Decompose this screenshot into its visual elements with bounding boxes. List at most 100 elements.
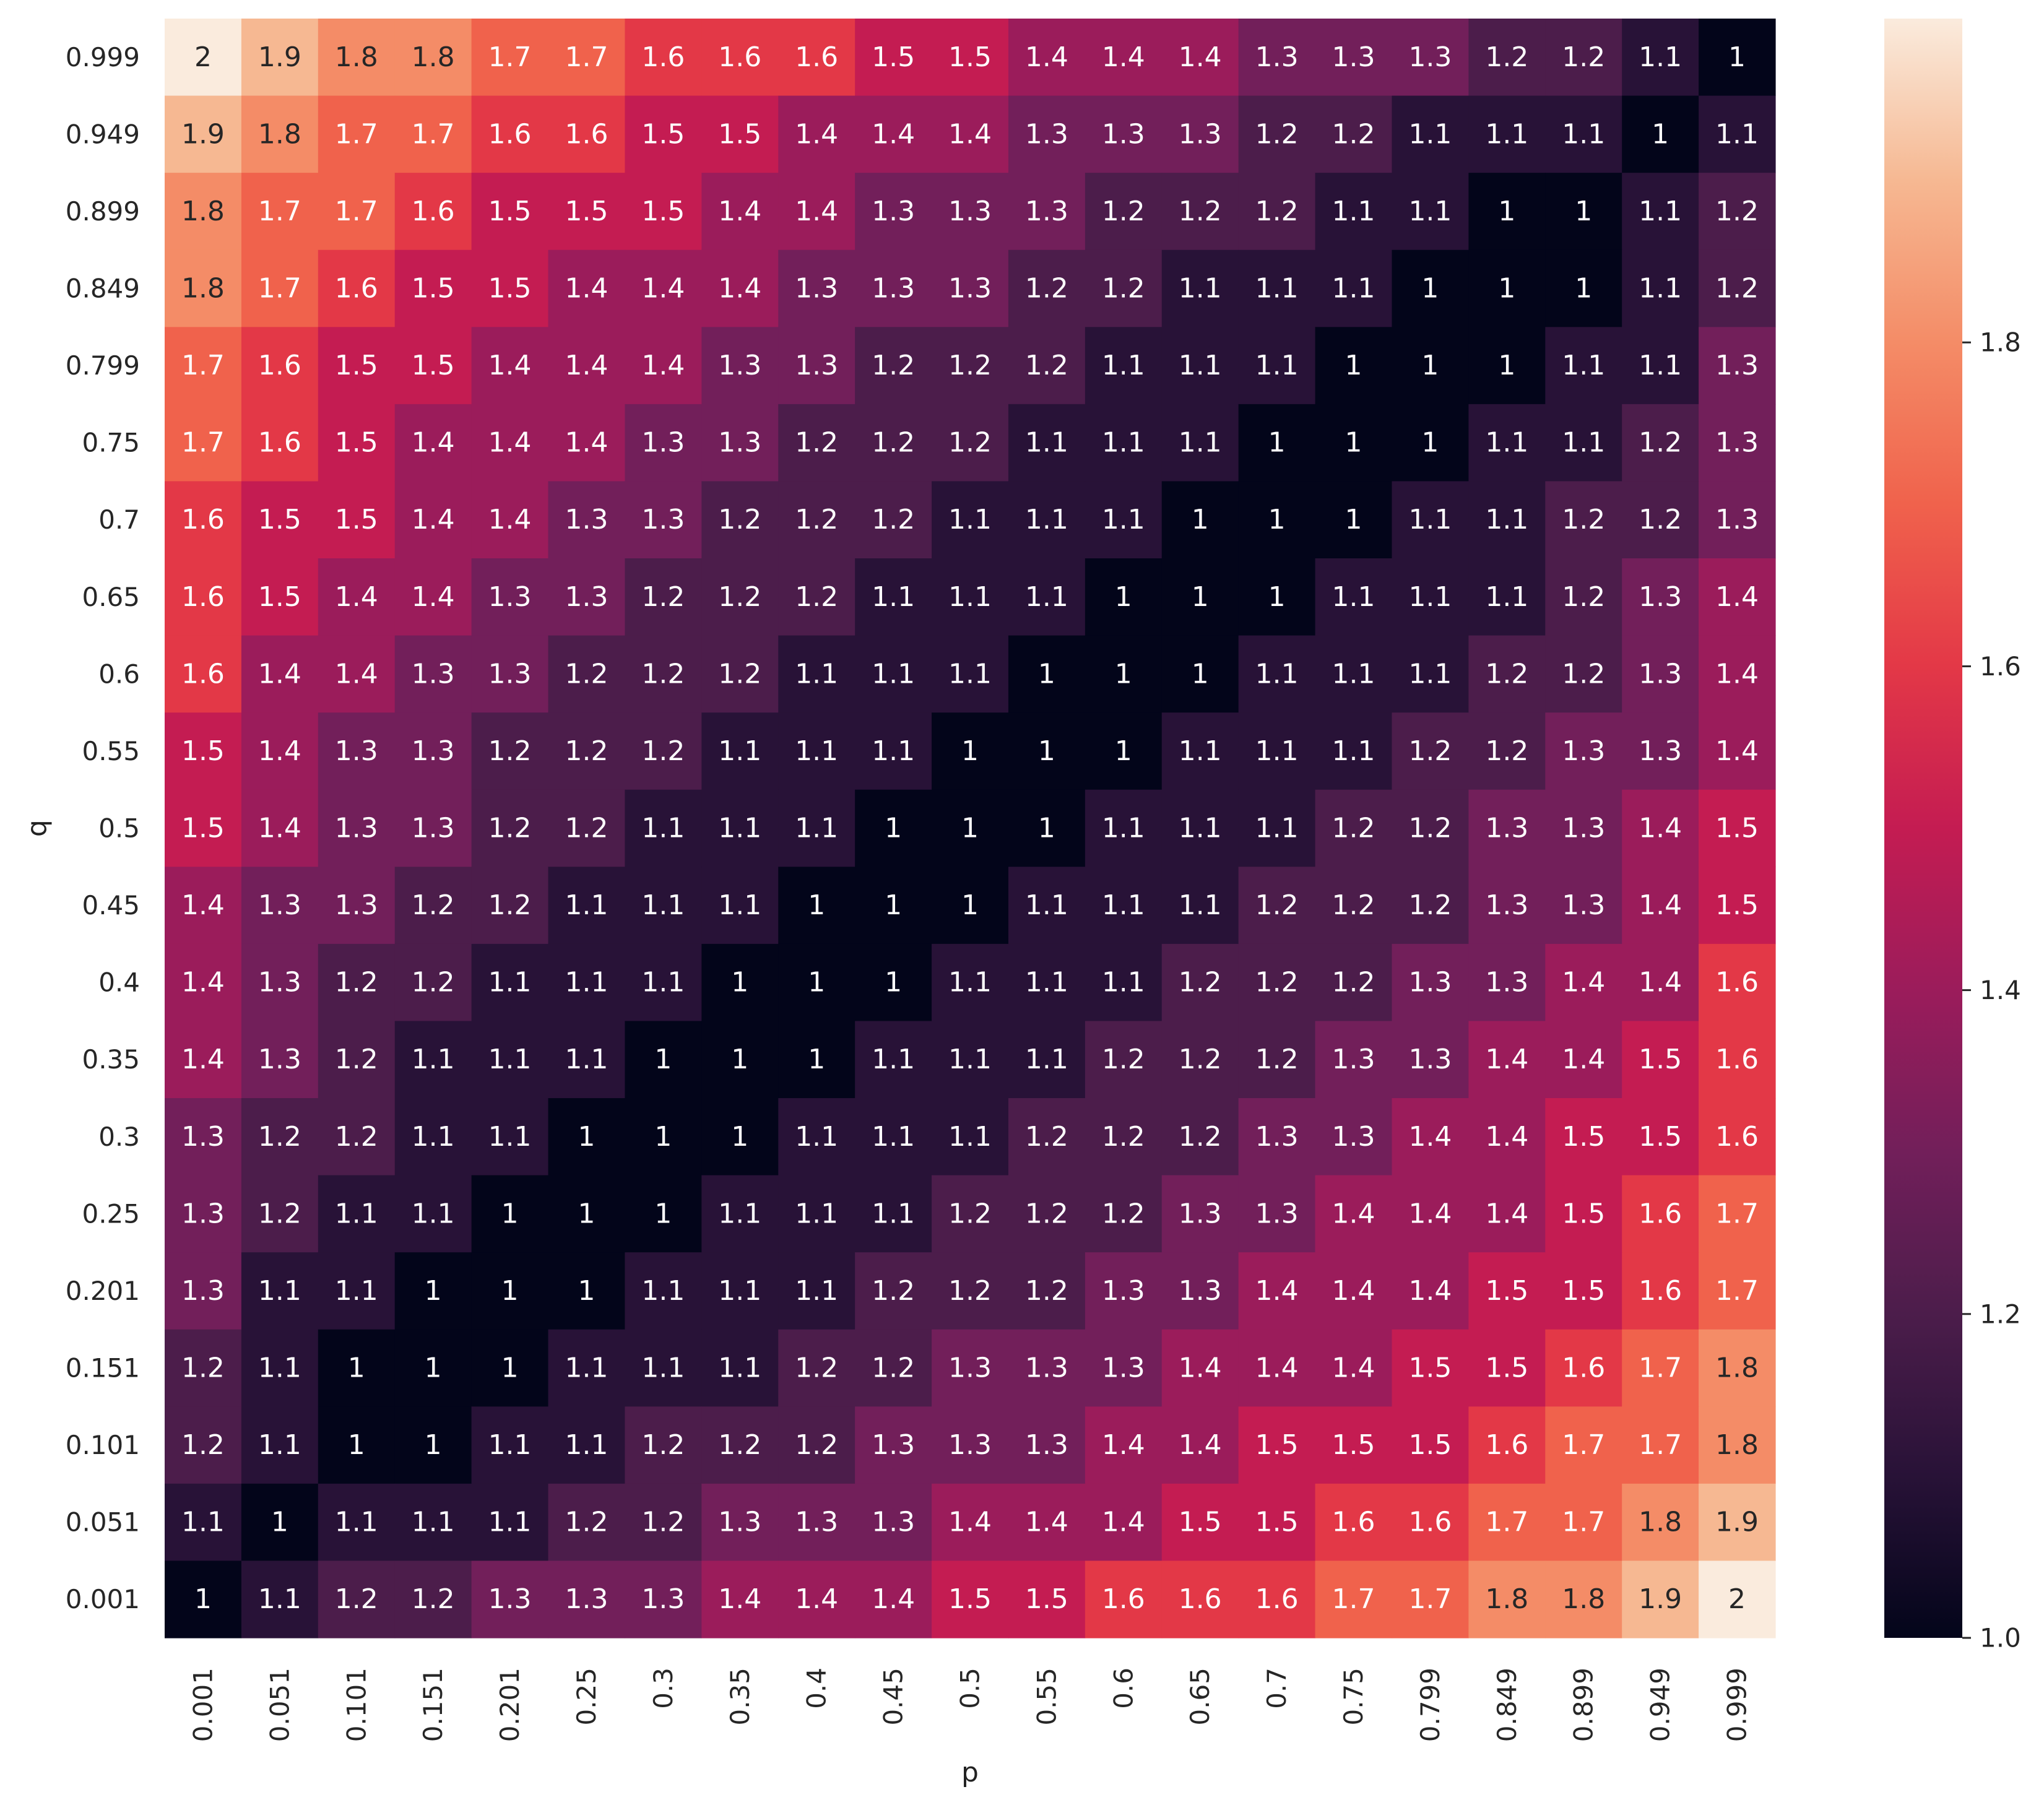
heatmap-cell: [625, 481, 702, 559]
heatmap-cell-label: 1.7: [1715, 1275, 1759, 1307]
heatmap-cell-label: 1.1: [1255, 350, 1299, 381]
heatmap-cell: [1238, 712, 1316, 790]
heatmap-cell: [1392, 712, 1469, 790]
heatmap-cell: [1085, 867, 1163, 945]
heatmap-cell-label: 1.2: [795, 504, 838, 535]
heatmap-cell-label: 1.1: [795, 1121, 838, 1153]
heatmap-cell-label: 1.3: [948, 273, 992, 305]
heatmap-cell: [1315, 173, 1393, 251]
heatmap-cell-label: 1.1: [258, 1353, 301, 1384]
heatmap-cell: [471, 789, 549, 867]
heatmap-cell: [1238, 1329, 1316, 1407]
heatmap-cell: [1161, 327, 1239, 405]
heatmap-cell-label: 1.4: [181, 1044, 225, 1075]
heatmap-cell-label: 1.5: [1639, 1044, 1682, 1075]
heatmap-cell-label: 1.2: [1715, 196, 1759, 227]
x-tick-label: 0.6: [1108, 1668, 1138, 1709]
heatmap-cell-label: 1.4: [1025, 1507, 1068, 1538]
heatmap-cell-label: 1.9: [258, 41, 301, 73]
heatmap-cell: [1622, 1021, 1699, 1099]
heatmap-cell: [318, 19, 396, 97]
x-tick-label: 0.001: [188, 1668, 218, 1742]
heatmap-cell-label: 1.2: [718, 504, 761, 535]
heatmap-cell: [1622, 404, 1699, 482]
heatmap-cell: [625, 1483, 702, 1562]
heatmap-cell: [625, 558, 702, 636]
heatmap-cell-label: 1.2: [718, 1429, 761, 1461]
heatmap-cell: [1315, 1560, 1393, 1638]
heatmap-cell: [1545, 635, 1622, 713]
heatmap-cell: [471, 404, 549, 482]
heatmap-cell-label: 1.1: [948, 1121, 992, 1153]
heatmap-cell: [778, 327, 855, 405]
heatmap-cell-label: 1: [1498, 196, 1515, 227]
heatmap-cell-label: 1.1: [718, 813, 761, 844]
y-tick-label: 0.101: [66, 1430, 140, 1460]
heatmap-cell: [1085, 789, 1163, 867]
heatmap-cell-label: 1.3: [1179, 1198, 1222, 1229]
heatmap-cell: [165, 1560, 242, 1638]
heatmap-cell-label: 1.1: [795, 813, 838, 844]
heatmap-cell-label: 1.3: [872, 1507, 915, 1538]
heatmap-cell-label: 1.1: [1408, 196, 1452, 227]
heatmap-cell-label: 1.2: [1025, 1275, 1068, 1307]
heatmap-cell: [1468, 19, 1546, 97]
heatmap-cell-label: 1.2: [412, 967, 455, 998]
heatmap-cell: [1008, 1560, 1086, 1638]
heatmap-cell: [1392, 481, 1469, 559]
heatmap-cell-label: 1.5: [335, 350, 378, 381]
heatmap-cell-label: 1.3: [1562, 890, 1605, 921]
heatmap-cell-label: 1.8: [1715, 1353, 1759, 1384]
heatmap-cell-label: 1.2: [1102, 196, 1145, 227]
heatmap-cell: [1085, 95, 1163, 173]
heatmap-cell-label: 1.4: [1485, 1121, 1528, 1153]
heatmap-cell: [625, 1252, 702, 1330]
heatmap-cell: [1315, 1175, 1393, 1253]
heatmap-cell-label: 1.2: [1408, 890, 1452, 921]
heatmap-cell: [165, 1406, 242, 1484]
heatmap-cell: [778, 19, 855, 97]
heatmap-cell: [932, 249, 1009, 327]
heatmap-cell-label: 1: [654, 1044, 672, 1075]
heatmap-cell: [1699, 95, 1776, 173]
heatmap-cell: [701, 1406, 779, 1484]
heatmap-cell: [318, 558, 396, 636]
heatmap-cell: [1008, 943, 1086, 1022]
heatmap-cell: [1161, 249, 1239, 327]
heatmap-cell-label: 1.3: [1179, 1275, 1222, 1307]
heatmap-cell-label: 1.1: [1408, 658, 1452, 690]
heatmap-cell: [548, 1021, 626, 1099]
heatmap-cell: [1085, 943, 1163, 1022]
heatmap-cell-label: 1.1: [1562, 118, 1605, 150]
heatmap-cell-label: 1.4: [1255, 1353, 1299, 1384]
heatmap-cell-label: 1.1: [565, 890, 608, 921]
heatmap-cell-label: 1.1: [795, 1275, 838, 1307]
heatmap-cell: [1315, 1483, 1393, 1562]
heatmap-cell: [1161, 1329, 1239, 1407]
heatmap-cell: [394, 712, 472, 790]
heatmap-cell: [394, 943, 472, 1022]
heatmap-cell-label: 1: [1115, 735, 1132, 767]
heatmap-cell: [165, 173, 242, 251]
heatmap-cell: [394, 1098, 472, 1176]
heatmap-cell-label: 1: [885, 967, 902, 998]
heatmap-cell: [548, 943, 626, 1022]
heatmap-cell-label: 1.3: [1255, 1121, 1299, 1153]
y-tick-label: 0.65: [82, 582, 140, 612]
heatmap-cell-label: 1.1: [641, 813, 685, 844]
heatmap-cell: [548, 1406, 626, 1484]
heatmap-cell-label: 1.6: [258, 427, 301, 459]
heatmap-cell-label: 1.1: [1025, 890, 1068, 921]
heatmap-cell: [1161, 404, 1239, 482]
heatmap-cell: [1392, 867, 1469, 945]
heatmap-cell-label: 1.3: [1715, 350, 1759, 381]
heatmap-cell-label: 1.5: [565, 196, 608, 227]
heatmap-cell-label: 1.2: [335, 1044, 378, 1075]
heatmap-cell-label: 1.1: [872, 658, 915, 690]
heatmap-cell: [1622, 1175, 1699, 1253]
heatmap-cell: [471, 712, 549, 790]
heatmap-cell-label: 1.4: [1715, 735, 1759, 767]
heatmap-cell-label: 1.3: [1715, 504, 1759, 535]
heatmap-cell: [548, 19, 626, 97]
heatmap-cell-label: 1.2: [872, 350, 915, 381]
